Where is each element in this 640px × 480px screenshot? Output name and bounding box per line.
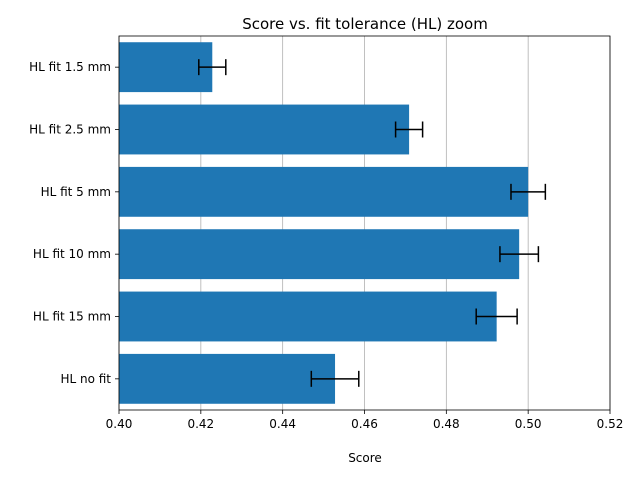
- x-tick-label: 0.42: [187, 417, 214, 431]
- y-tick-label: HL no fit: [60, 372, 111, 386]
- y-tick-label: HL fit 1.5 mm: [29, 60, 111, 74]
- x-tick-label: 0.48: [433, 417, 460, 431]
- x-tick-label: 0.50: [515, 417, 542, 431]
- bar: [119, 291, 497, 342]
- error-bars: [198, 59, 547, 387]
- x-tick-label: 0.44: [269, 417, 296, 431]
- y-tick-label: HL fit 10 mm: [33, 247, 111, 261]
- x-axis-ticks: 0.40 0.42 0.44 0.46 0.48 0.50 0.52: [106, 410, 624, 431]
- bar: [119, 229, 520, 280]
- y-tick-label: HL fit 15 mm: [33, 310, 111, 324]
- x-axis-label: Score: [348, 451, 382, 465]
- bar: [119, 166, 529, 217]
- y-tick-label: HL fit 2.5 mm: [29, 123, 111, 137]
- x-tick-label: 0.40: [106, 417, 133, 431]
- y-tick-label: HL fit 5 mm: [41, 185, 111, 199]
- bar: [119, 104, 410, 155]
- bar: [119, 42, 213, 93]
- bar: [119, 353, 336, 404]
- chart-title: Score vs. fit tolerance (HL) zoom: [242, 15, 488, 33]
- x-tick-label: 0.46: [351, 417, 378, 431]
- bars: [119, 42, 529, 404]
- y-axis-ticks: HL fit 1.5 mm HL fit 2.5 mm HL fit 5 mm HL …: [29, 60, 119, 386]
- x-tick-label: 0.52: [597, 417, 624, 431]
